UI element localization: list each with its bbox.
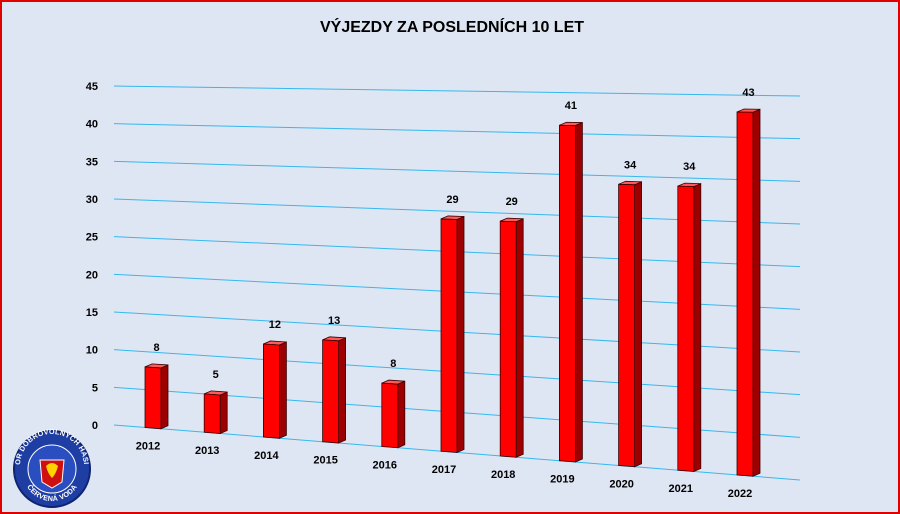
x-tick-label: 2018 [491, 469, 515, 481]
x-tick-label: 2015 [313, 455, 337, 467]
data-label: 29 [506, 196, 518, 208]
data-labels: 8 5 12 13 8 29 29 41 34 34 43 [153, 87, 754, 381]
data-label: 13 [328, 315, 340, 327]
bar-side [456, 215, 465, 454]
bar-side [575, 121, 583, 463]
bar-side [634, 181, 642, 468]
data-label: 8 [390, 358, 396, 370]
seal-top-text: SBOR DOBROVOLNÝCH HASIČŮ [2, 2, 91, 465]
y-tick-label: 30 [86, 194, 98, 206]
bar-front [736, 111, 754, 477]
bar-front [322, 339, 340, 444]
y-tick-label: 5 [92, 382, 98, 394]
gridline [113, 123, 801, 140]
bar [677, 182, 702, 473]
data-label: 43 [742, 87, 754, 99]
y-tick-label: 45 [86, 81, 98, 93]
bar [322, 336, 347, 444]
bar [559, 121, 583, 463]
seal-top-textpath: SBOR DOBROVOLNÝCH HASIČŮ [2, 2, 91, 465]
y-tick-label: 0 [92, 420, 98, 432]
bar-side [338, 337, 347, 444]
bar [736, 108, 761, 477]
x-tick-label: 2017 [432, 464, 456, 476]
x-tick-label: 2012 [136, 440, 160, 452]
bar [440, 215, 465, 454]
gridline [113, 160, 801, 182]
bar-front [559, 124, 576, 463]
bar-side [752, 108, 761, 477]
y-tick-label: 35 [86, 156, 98, 168]
data-label: 8 [153, 342, 159, 354]
data-label: 34 [624, 159, 637, 171]
bar-front [262, 343, 280, 439]
bar [499, 217, 524, 458]
y-tick-label: 10 [86, 345, 98, 357]
data-label: 41 [565, 100, 577, 112]
bar [203, 390, 228, 435]
bar-side [397, 380, 406, 449]
bar [618, 180, 642, 468]
x-tick-label: 2013 [195, 445, 219, 457]
gridline [113, 85, 801, 97]
x-tick-label: 2021 [669, 483, 693, 495]
data-label: 34 [683, 161, 696, 173]
bar-side [219, 391, 228, 435]
y-tick-label: 40 [86, 119, 98, 131]
bars [144, 108, 761, 477]
bar-front [381, 382, 399, 449]
x-tick-label: 2020 [609, 478, 633, 490]
bar-side [693, 183, 702, 473]
bar [262, 340, 287, 439]
x-tick-label: 2016 [373, 459, 397, 471]
data-label: 5 [213, 369, 219, 381]
flame-icon [46, 463, 58, 478]
y-tick-label: 15 [86, 307, 98, 319]
bar-front [677, 185, 695, 472]
x-tick-label: 2014 [254, 450, 279, 462]
fire-brigade-logo: SBOR DOBROVOLNÝCH HASIČŮ ČERVENÁ VODA [2, 2, 91, 508]
data-label: 12 [269, 319, 281, 331]
bar-front [618, 183, 635, 468]
bar-side [515, 218, 524, 458]
x-tick-label: 2019 [550, 474, 574, 486]
bar [144, 363, 169, 430]
x-axis-ticks: 2012 2013 2014 2015 2016 2017 2018 2019 2020 2021… [136, 440, 752, 499]
bar-side [160, 364, 169, 430]
y-tick-label: 20 [86, 269, 98, 281]
x-tick-label: 2022 [728, 488, 752, 500]
bar-front [203, 393, 221, 434]
data-label: 29 [446, 194, 458, 206]
y-axis-ticks: 0 5 10 15 20 25 30 35 40 45 [86, 81, 98, 432]
bar-side [278, 341, 287, 439]
bar-front [144, 366, 162, 430]
bar-front [440, 218, 458, 453]
bar-front [499, 220, 517, 458]
bar [381, 379, 406, 449]
chart-title: VÝJEZDY ZA POSLEDNÍCH 10 LET [320, 17, 584, 36]
y-tick-label: 25 [86, 232, 98, 244]
